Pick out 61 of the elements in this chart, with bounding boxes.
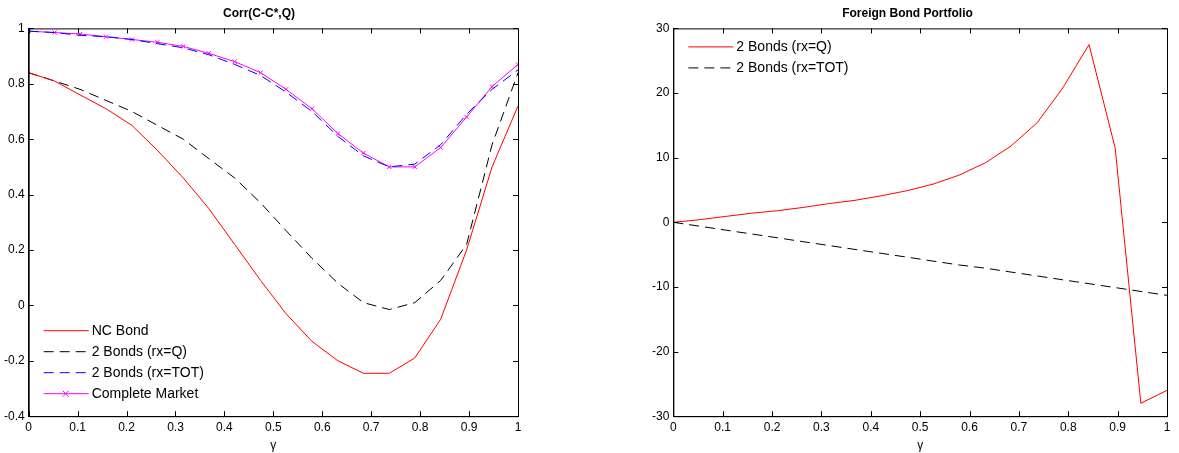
y-tick-label: 0 <box>662 214 670 229</box>
y-tick-label: 10 <box>655 149 670 164</box>
x-axis-title: γ <box>917 438 924 453</box>
y-tick-label: -30 <box>652 408 670 423</box>
point <box>335 131 341 137</box>
legend-label: Complete Market <box>91 384 199 401</box>
point <box>386 164 392 170</box>
point <box>360 150 366 156</box>
y-tick-label: -10 <box>652 279 670 294</box>
point <box>283 86 289 92</box>
x-tick-label: 0.5 <box>265 419 282 434</box>
point <box>103 34 109 40</box>
x-tick-label: 0.4 <box>862 419 880 434</box>
y-tick-label: 20 <box>655 85 670 100</box>
y-tick-label: 0.6 <box>7 131 25 146</box>
point <box>464 114 470 120</box>
x-tick-label: 1 <box>514 419 522 434</box>
y-tick-label: -20 <box>652 343 670 358</box>
y-tick-label: 0.2 <box>7 242 25 257</box>
point <box>232 59 238 65</box>
point <box>412 164 418 170</box>
point <box>129 36 135 43</box>
point <box>154 39 160 45</box>
x-tick-label: 0.1 <box>69 419 87 434</box>
legend-label: 2 Bonds (rx=Q) <box>91 342 188 359</box>
x-tick-label: 0.7 <box>362 419 380 434</box>
x-axis-title: γ <box>270 438 277 453</box>
x-tick-label: 0.8 <box>411 419 429 434</box>
x-tick-label: 0.2 <box>763 419 781 434</box>
x-tick-label: 0.1 <box>714 419 732 434</box>
chart-title: Foreign Bond Portfolio <box>842 5 973 20</box>
x-tick-label: 0.6 <box>313 419 331 434</box>
y-tick-label: 1 <box>17 20 25 35</box>
point <box>180 43 186 50</box>
chart-title: Corr(C-C*,Q) <box>223 5 295 20</box>
y-tick-label: -0.4 <box>3 408 25 423</box>
legend-label: NC Bond <box>91 321 149 338</box>
x-tick-label: 0.3 <box>813 419 831 434</box>
y-tick-label: 0.4 <box>7 186 25 201</box>
x-tick-label: 0.9 <box>1109 419 1127 434</box>
x-tick-label: 0.4 <box>216 419 234 434</box>
y-tick-label: 30 <box>655 20 670 35</box>
x-tick-label: 0.2 <box>118 419 136 434</box>
point <box>258 70 264 76</box>
x-tick-label: 0.8 <box>1059 419 1077 434</box>
x-tick-label: 0.9 <box>460 419 478 434</box>
legend-label: 2 Bonds (rx=TOT) <box>91 363 204 380</box>
x-tick-label: 0.6 <box>961 419 979 434</box>
x-tick-label: 0.3 <box>167 419 185 434</box>
x-tick-label: 0.7 <box>1010 419 1028 434</box>
y-tick-label: 0 <box>17 297 25 312</box>
point <box>51 29 58 36</box>
y-tick-label: -0.2 <box>3 353 25 368</box>
point <box>309 106 315 112</box>
point <box>438 144 444 151</box>
legend-label: 2 Bonds (rx=Q) <box>736 37 832 54</box>
y-tick-label: 0.8 <box>7 76 25 91</box>
x-tick-label: 0.5 <box>911 419 929 434</box>
x-tick-label: 1 <box>1163 419 1171 434</box>
legend-label: 2 Bonds (rx=TOT) <box>736 58 849 75</box>
point <box>489 83 495 90</box>
